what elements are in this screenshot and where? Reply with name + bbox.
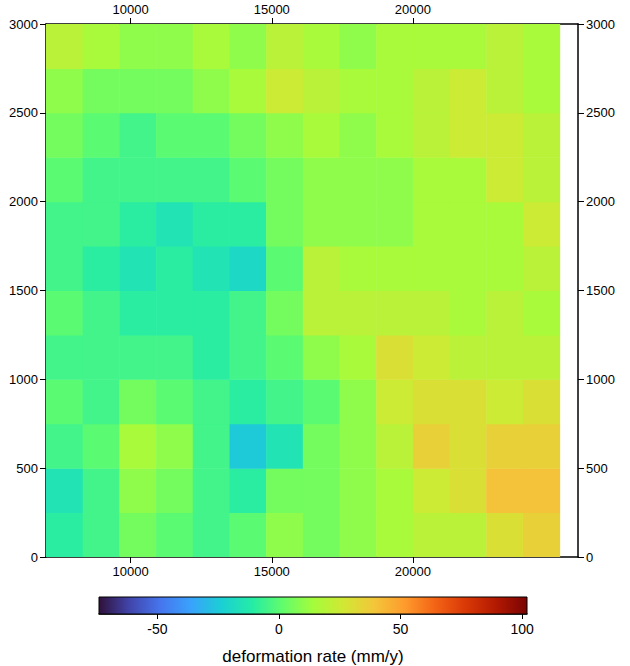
svg-text:50: 50 bbox=[393, 621, 409, 637]
svg-text:500: 500 bbox=[586, 461, 608, 476]
svg-text:3000: 3000 bbox=[586, 17, 615, 32]
svg-text:1500: 1500 bbox=[586, 283, 615, 298]
svg-text:2500: 2500 bbox=[586, 105, 615, 120]
svg-text:20000: 20000 bbox=[395, 2, 431, 17]
svg-text:10000: 10000 bbox=[113, 564, 149, 579]
svg-text:2000: 2000 bbox=[9, 194, 38, 209]
svg-text:20000: 20000 bbox=[395, 564, 431, 579]
svg-text:100: 100 bbox=[510, 621, 534, 637]
svg-text:3000: 3000 bbox=[9, 17, 38, 32]
svg-text:deformation rate (mm/y): deformation rate (mm/y) bbox=[222, 647, 403, 666]
svg-text:15000: 15000 bbox=[254, 2, 290, 17]
svg-text:2000: 2000 bbox=[586, 194, 615, 209]
svg-text:10000: 10000 bbox=[113, 2, 149, 17]
svg-text:1500: 1500 bbox=[9, 283, 38, 298]
svg-text:15000: 15000 bbox=[254, 564, 290, 579]
svg-text:1000: 1000 bbox=[586, 372, 615, 387]
svg-text:2500: 2500 bbox=[9, 105, 38, 120]
svg-text:1000: 1000 bbox=[9, 372, 38, 387]
svg-text:0: 0 bbox=[586, 550, 593, 565]
svg-text:-50: -50 bbox=[147, 621, 167, 637]
svg-text:500: 500 bbox=[16, 461, 38, 476]
svg-text:0: 0 bbox=[31, 550, 38, 565]
svg-text:0: 0 bbox=[275, 621, 283, 637]
